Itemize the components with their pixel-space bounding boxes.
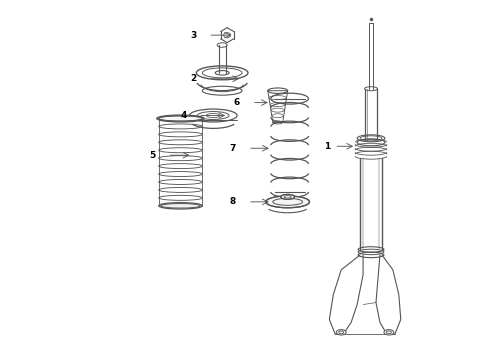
Ellipse shape <box>383 330 393 335</box>
Ellipse shape <box>265 196 309 208</box>
Ellipse shape <box>280 194 294 199</box>
Text: 5: 5 <box>149 151 155 160</box>
Text: 2: 2 <box>190 74 196 83</box>
Text: 3: 3 <box>190 31 196 40</box>
Text: 1: 1 <box>324 142 330 151</box>
Text: 4: 4 <box>180 111 186 120</box>
Text: 8: 8 <box>229 197 236 206</box>
Ellipse shape <box>156 115 204 122</box>
Ellipse shape <box>158 203 202 209</box>
Text: 6: 6 <box>233 98 240 107</box>
Ellipse shape <box>336 330 346 335</box>
Text: 7: 7 <box>229 144 236 153</box>
